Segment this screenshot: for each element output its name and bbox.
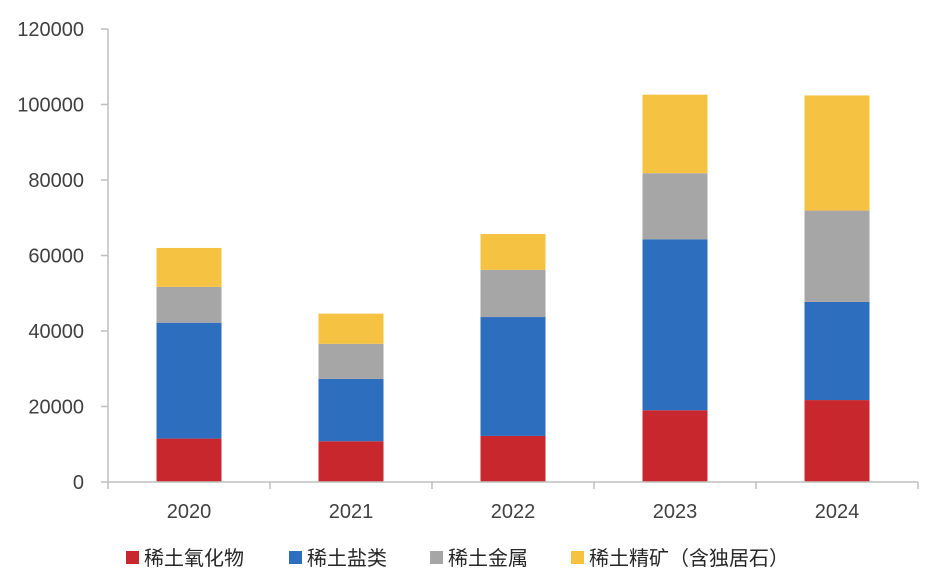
legend-label: 稀土金属	[448, 546, 528, 570]
x-tick-label: 2020	[167, 501, 212, 523]
legend-swatch	[430, 551, 443, 564]
bar-segment-series-3-2024	[804, 95, 870, 211]
y-tick-label: 20000	[28, 397, 84, 419]
y-tick-label: 100000	[17, 95, 84, 117]
legend-label: 稀土精矿（含独居石）	[589, 546, 789, 570]
x-tick-label: 2021	[329, 501, 374, 523]
x-tick-label: 2024	[815, 501, 860, 523]
bar-segment-series-0-2021	[318, 441, 384, 482]
x-tick-label: 2022	[491, 501, 536, 523]
bar-segment-series-2-2021	[318, 343, 384, 379]
y-tick-label: 80000	[28, 170, 84, 192]
bar-segment-series-3-2023	[642, 94, 708, 174]
bar-segment-series-3-2021	[318, 313, 384, 344]
bar-segment-series-2-2024	[804, 210, 870, 302]
y-tick-label: 120000	[17, 19, 84, 41]
legend-swatch	[571, 551, 584, 564]
bar-segment-series-0-2022	[480, 435, 546, 482]
bar-series	[156, 94, 870, 482]
y-axis-ticks: 0 20000 40000 60000 80000 100000 120000	[17, 19, 108, 494]
y-tick-label: 0	[73, 472, 84, 494]
y-tick-label: 60000	[28, 246, 84, 268]
bar-segment-series-0-2023	[642, 410, 708, 482]
bar-segment-series-3-2020	[156, 247, 222, 287]
legend-label: 稀土盐类	[307, 546, 387, 570]
bar-segment-series-0-2024	[804, 400, 870, 482]
legend-label: 稀土氧化物	[144, 546, 244, 570]
x-tick-label: 2023	[653, 501, 698, 523]
bar-segment-series-0-2020	[156, 438, 222, 482]
y-tick-label: 40000	[28, 321, 84, 343]
x-axis-ticks: 2020 2021 2022 2023 2024	[107, 482, 919, 523]
bar-segment-series-2-2020	[156, 286, 222, 323]
bar-segment-series-1-2023	[642, 239, 708, 411]
legend-swatch	[289, 551, 302, 564]
bar-segment-series-1-2024	[804, 301, 870, 401]
bar-segment-series-3-2022	[480, 233, 546, 270]
bar-segment-series-2-2023	[642, 173, 708, 240]
bar-segment-series-1-2022	[480, 317, 546, 436]
legend-swatch	[126, 551, 139, 564]
legend: 稀土氧化物 稀土盐类 稀土金属 稀土精矿（含独居石）	[126, 546, 789, 570]
bar-segment-series-2-2022	[480, 269, 546, 318]
bar-segment-series-1-2021	[318, 378, 384, 442]
axes	[107, 29, 918, 483]
bar-segment-series-1-2020	[156, 322, 222, 439]
